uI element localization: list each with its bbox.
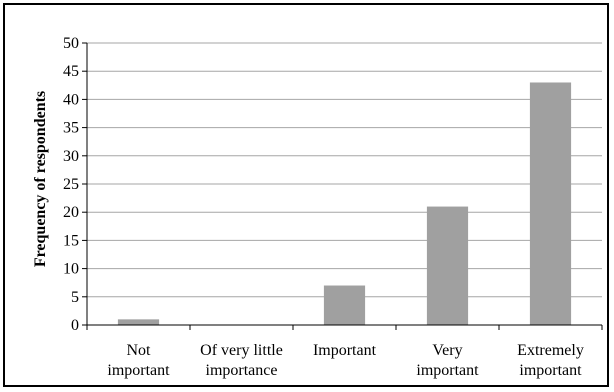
bar-chart: 0 5 10 15 20 25 30 35 40 45 50 Not important Of very…: [32, 35, 603, 379]
bars: [117, 82, 572, 325]
x-category-label: Of very little: [200, 342, 283, 359]
y-tick-label: 0: [71, 317, 79, 334]
y-tick-label: 35: [63, 120, 79, 137]
y-tick-label: 5: [71, 289, 79, 306]
y-tick-label: 25: [63, 176, 79, 193]
y-tick-label: 20: [63, 204, 79, 221]
y-tick-label: 30: [63, 148, 79, 165]
x-category-label: Extremely: [517, 342, 584, 359]
y-tick-label: 40: [63, 91, 79, 108]
x-category-labels: Not important Of very little importance Impo…: [107, 342, 583, 379]
axes: [82, 42, 603, 330]
x-category-label: Not: [127, 342, 152, 359]
y-tick-label: 45: [63, 63, 79, 80]
y-tick-label: 10: [63, 261, 79, 278]
x-category-label: important: [416, 362, 479, 379]
chart-frame: 0 5 10 15 20 25 30 35 40 45 50 Not important Of very…: [3, 3, 609, 387]
bar: [426, 206, 469, 325]
y-tick-label: 50: [63, 35, 79, 52]
y-axis-label: Frequency of respondents: [32, 91, 49, 267]
x-category-label: important: [107, 362, 170, 379]
x-category-label: important: [519, 362, 582, 379]
x-category-label: Very: [432, 342, 462, 359]
bar: [529, 82, 572, 325]
y-tick-label: 15: [63, 232, 79, 249]
y-tick-labels: 0 5 10 15 20 25 30 35 40 45 50: [63, 35, 79, 334]
gridlines: [87, 42, 602, 298]
bar: [117, 319, 160, 325]
x-category-label: Important: [313, 342, 377, 359]
x-category-label: importance: [206, 362, 278, 379]
bar: [323, 285, 366, 325]
